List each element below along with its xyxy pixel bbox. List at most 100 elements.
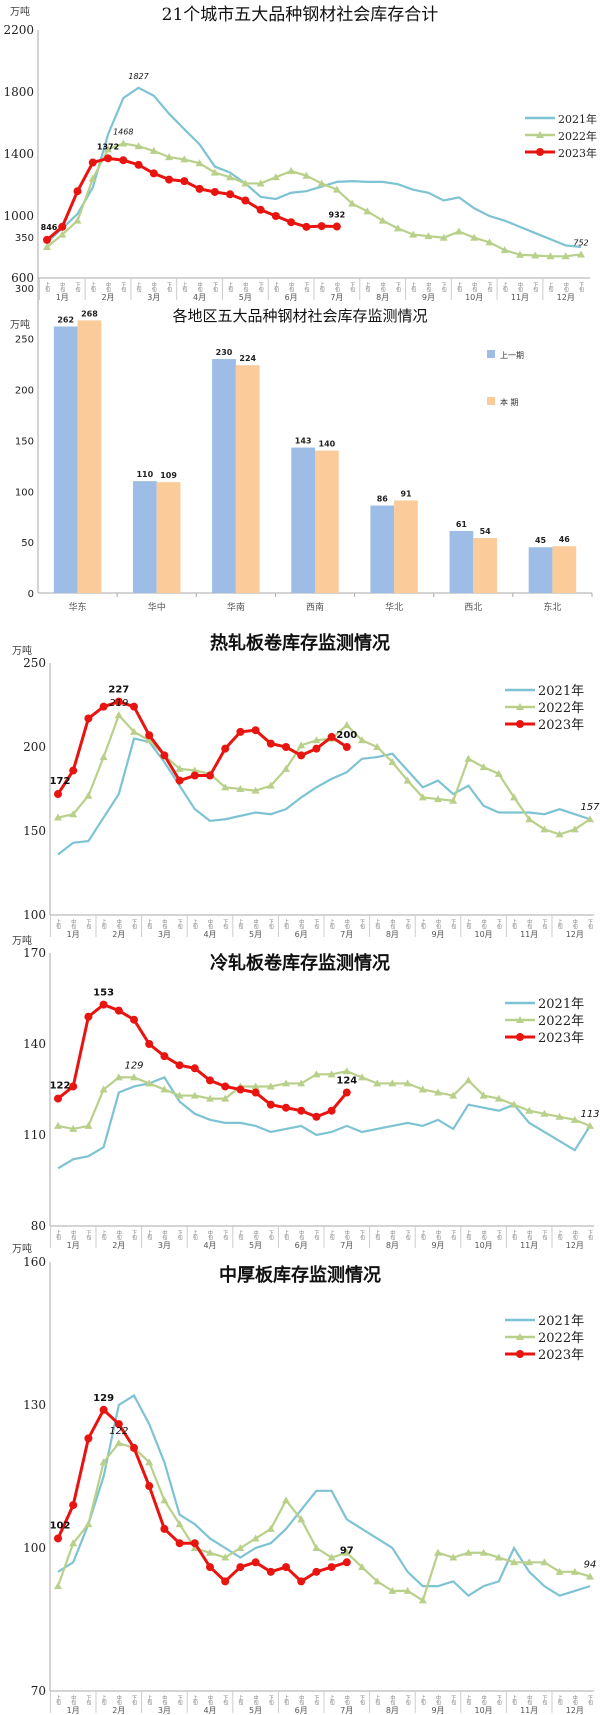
- chart2-title: 各地区五大品种钢材社会库存监测情况: [172, 307, 428, 325]
- chart4-period-label: 上旬: [101, 1229, 107, 1241]
- series-2022-marker: [403, 776, 412, 784]
- chart1-month-label: 1月: [56, 293, 69, 302]
- chart3-month-label: 5月: [249, 930, 262, 939]
- bar-value-label: 268: [81, 309, 98, 318]
- series-2021年-line: [57, 1393, 591, 1598]
- chart4-period-label: 下旬: [268, 1230, 274, 1241]
- chart4-period-label: 中旬: [572, 1229, 578, 1241]
- series-2022-marker: [586, 815, 594, 823]
- chart4-month-label: 9月: [431, 1241, 444, 1250]
- chart1-period-label: 上旬: [547, 281, 553, 293]
- legend-triangle-marker: [516, 703, 524, 710]
- chart3-y-tick: 200: [23, 740, 46, 754]
- bar-previous: [132, 481, 157, 593]
- bar-previous: [291, 447, 315, 593]
- chart5-period-label: 中旬: [70, 1694, 76, 1706]
- bar-previous: [212, 359, 236, 593]
- data-label: 219: [109, 698, 128, 709]
- series-2022-marker: [302, 171, 311, 179]
- chart5-month-label: 9月: [431, 1706, 444, 1715]
- chart1-period-label: 上旬: [181, 281, 187, 293]
- chart5-title: 中厚板库存监测情况: [219, 1265, 381, 1286]
- series-2022-marker: [241, 179, 250, 187]
- series-2022-marker: [570, 1115, 579, 1123]
- data-label: 172: [50, 776, 71, 787]
- chart1-period-label: 中旬: [425, 281, 431, 293]
- series-2023-marker: [206, 771, 214, 780]
- series-2022-marker: [317, 179, 326, 187]
- chart1-period-label: 下旬: [441, 282, 447, 293]
- chart1-period-label: 上旬: [502, 281, 508, 293]
- series-2023-marker: [190, 1064, 199, 1073]
- chart3-month-label: 4月: [203, 930, 216, 939]
- series-2023-marker: [221, 744, 230, 753]
- chart3-period-label: 上旬: [192, 918, 198, 930]
- chart1-unit: 万吨: [10, 7, 30, 18]
- series-2022-marker: [114, 1073, 123, 1081]
- chart1-period-label: 中旬: [197, 281, 203, 293]
- chart3-month-label: 1月: [67, 930, 80, 939]
- series-2022-marker: [99, 1085, 108, 1093]
- chart5-month-label: 5月: [249, 1706, 262, 1715]
- series-2022-marker: [312, 1544, 321, 1551]
- series-2022-marker: [58, 230, 67, 238]
- chart3-period-label: 上旬: [283, 918, 289, 930]
- chart5-period-label: 中旬: [344, 1694, 350, 1706]
- chart1-period-label: 下旬: [212, 282, 218, 293]
- series-2022-marker: [540, 1109, 549, 1117]
- data-label: 113: [580, 1109, 599, 1120]
- series-2021年-line: [46, 86, 582, 249]
- bar-value-label: 262: [57, 316, 74, 325]
- data-label: 97: [340, 1545, 354, 1556]
- series-2022-marker: [515, 250, 524, 258]
- chart5-period-label: 下旬: [405, 1695, 411, 1706]
- data-label: 1827: [128, 72, 149, 81]
- series-2023-marker: [221, 1082, 230, 1091]
- chart4-period-label: 中旬: [298, 1229, 304, 1241]
- series-2023-marker: [221, 1577, 230, 1586]
- series-2023-marker: [236, 1085, 245, 1094]
- series-2023-marker: [160, 1524, 169, 1533]
- chart1-y-tick: 1800: [3, 85, 34, 99]
- chart4-period-label: 下旬: [541, 1230, 547, 1241]
- series-2023-marker: [114, 1420, 123, 1429]
- chart1-month-label: 6月: [285, 293, 298, 302]
- chart1-period-label: 下旬: [75, 282, 81, 293]
- legend-label: 2021年: [538, 1314, 584, 1329]
- chart3-period-label: 上旬: [55, 918, 61, 930]
- chart5-period-label: 上旬: [283, 1694, 289, 1706]
- chart4-unit: 万吨: [12, 936, 32, 947]
- chart3-period-label: 中旬: [116, 918, 122, 930]
- chart2-y-tick: 200: [15, 386, 34, 397]
- chart5-period-label: 下旬: [177, 1695, 183, 1706]
- chart2-y-tick: 50: [21, 538, 34, 549]
- series-2022-marker: [221, 1553, 230, 1561]
- series-2022-marker: [236, 785, 245, 792]
- chart4-period-label: 上旬: [511, 1229, 517, 1241]
- series-2023-marker: [312, 744, 321, 753]
- chart4-y-tick: 140: [23, 1037, 46, 1051]
- chart3-month-label: 12月: [566, 930, 584, 939]
- series-2023-marker: [180, 177, 189, 186]
- chart3-month-label: 6月: [295, 930, 308, 939]
- chart5-period-label: 中旬: [526, 1694, 532, 1706]
- series-2023-marker: [312, 1112, 321, 1121]
- series-2021年-line: [57, 1076, 591, 1170]
- chart1-month-label: 11月: [511, 293, 529, 302]
- chart3-period-label: 下旬: [177, 919, 183, 930]
- legend-label: 2023年: [558, 146, 597, 160]
- series-2022-marker: [393, 224, 402, 232]
- series-2023-marker: [332, 222, 341, 231]
- series-2023-marker: [297, 1106, 306, 1115]
- series-2022-marker: [251, 786, 260, 794]
- chart4-month-label: 10月: [475, 1241, 493, 1250]
- series-2022-marker: [561, 252, 570, 260]
- series-2023-marker: [297, 1577, 306, 1586]
- chart4-period-label: 下旬: [450, 1230, 456, 1241]
- series-2022-marker: [373, 1079, 382, 1087]
- series-2022-marker: [175, 1091, 184, 1099]
- chart5-period-label: 下旬: [587, 1695, 593, 1706]
- chart3-period-label: 上旬: [557, 918, 563, 930]
- series-2022-marker: [577, 250, 585, 258]
